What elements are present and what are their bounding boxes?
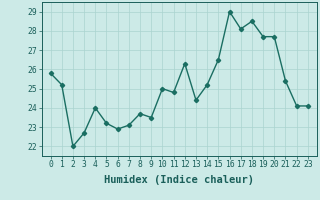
X-axis label: Humidex (Indice chaleur): Humidex (Indice chaleur) bbox=[104, 175, 254, 185]
